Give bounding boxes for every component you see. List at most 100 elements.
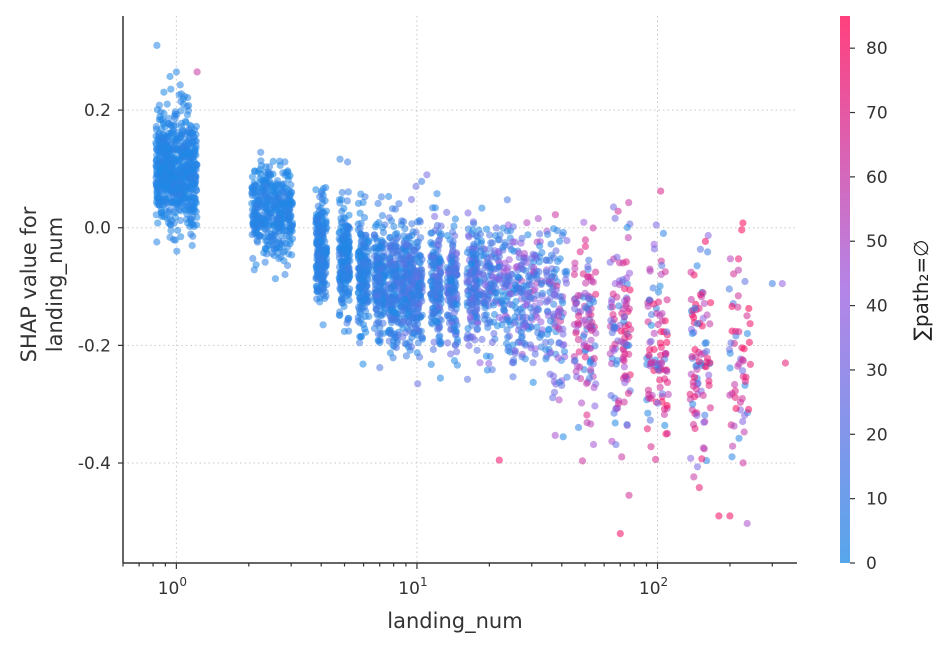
scatter-point — [613, 253, 621, 261]
scatter-point — [513, 308, 522, 316]
scatter-point — [511, 238, 519, 246]
scatter-point — [589, 440, 598, 449]
scatter-point — [687, 295, 695, 304]
scatter-point — [503, 266, 511, 274]
scatter-point — [536, 299, 544, 307]
scatter-point — [453, 348, 461, 356]
scatter-point — [154, 135, 162, 143]
scatter-point — [506, 300, 514, 308]
colorbar-tick-label: 40 — [866, 297, 888, 317]
scatter-point — [257, 211, 265, 219]
scatter-point — [355, 265, 363, 273]
scatter-point — [344, 316, 352, 324]
scatter-point — [726, 391, 734, 399]
scatter-point — [659, 229, 668, 237]
scatter-point — [620, 313, 628, 321]
scatter-point — [571, 357, 579, 365]
scatter-point — [418, 177, 426, 185]
scatter-point — [287, 211, 295, 219]
x-tick-label: 101 — [398, 575, 427, 599]
scatter-point — [437, 338, 445, 346]
scatter-point — [341, 288, 349, 296]
colorbar-tick-label: 20 — [866, 425, 888, 445]
scatter-point — [192, 174, 200, 182]
scatter-point — [701, 339, 709, 347]
scatter-point — [547, 278, 555, 286]
scatter-point — [313, 252, 321, 260]
scatter-point — [464, 331, 472, 339]
scatter-point — [335, 274, 343, 282]
scatter-point — [400, 318, 408, 326]
scatter-point — [372, 320, 381, 328]
scatter-point — [154, 219, 162, 227]
scatter-point — [375, 302, 383, 310]
scatter-point — [692, 385, 700, 393]
scatter-point — [172, 68, 180, 76]
scatter-point — [734, 292, 742, 300]
scatter-point — [152, 123, 160, 131]
scatter-point — [451, 215, 459, 223]
scatter-point — [515, 273, 523, 281]
scatter-point — [378, 244, 386, 252]
scatter-point — [611, 419, 619, 427]
scatter-point — [408, 220, 416, 228]
scatter-point — [170, 236, 178, 244]
scatter-point — [501, 241, 509, 249]
scatter-point — [312, 186, 320, 194]
scatter-point — [732, 404, 740, 413]
scatter-point — [503, 227, 511, 235]
scatter-point — [464, 291, 472, 299]
scatter-point — [318, 273, 326, 281]
scatter-point — [571, 264, 579, 272]
scatter-point — [340, 204, 348, 212]
scatter-point — [542, 338, 550, 346]
scatter-point — [618, 453, 626, 461]
scatter-point — [735, 434, 743, 442]
scatter-point — [165, 206, 173, 215]
scatter-point — [185, 193, 194, 201]
scatter-point — [778, 280, 786, 288]
scatter-point — [412, 293, 421, 301]
scatter-point — [481, 264, 489, 272]
scatter-point — [344, 158, 352, 166]
scatter-point — [464, 209, 472, 217]
scatter-point — [705, 371, 713, 379]
scatter-point — [261, 258, 269, 266]
scatter-point — [574, 336, 583, 344]
scatter-point — [522, 322, 530, 330]
scatter-point — [166, 185, 174, 193]
scatter-point — [741, 277, 749, 286]
scatter-point — [375, 218, 383, 227]
scatter-point — [390, 223, 398, 231]
scatter-point — [498, 299, 506, 307]
scatter-point — [482, 311, 490, 319]
scatter-point — [152, 211, 160, 219]
scatter-point — [374, 330, 382, 338]
scatter-point — [163, 100, 171, 108]
scatter-point — [581, 353, 589, 361]
scatter-point — [608, 303, 617, 311]
scatter-point — [621, 372, 629, 380]
scatter-point — [190, 145, 199, 153]
scatter-point — [356, 224, 364, 232]
scatter-point — [555, 378, 564, 386]
scatter-point — [399, 307, 407, 315]
scatter-point — [494, 236, 502, 244]
scatter-point — [436, 374, 444, 382]
scatter-point — [563, 267, 571, 275]
scatter-point — [581, 236, 590, 244]
scatter-point — [522, 282, 531, 290]
scatter-point — [730, 422, 738, 430]
scatter-point — [318, 246, 326, 254]
scatter-point — [156, 113, 164, 121]
scatter-point — [686, 390, 694, 398]
y-tick-label: 0.0 — [84, 219, 111, 239]
scatter-point — [361, 312, 370, 321]
scatter-point — [354, 289, 362, 297]
scatter-point — [560, 341, 568, 349]
scatter-point — [546, 317, 555, 325]
scatter-point — [661, 268, 669, 276]
scatter-point — [576, 363, 584, 371]
scatter-point — [617, 338, 625, 346]
scatter-point — [319, 184, 327, 193]
